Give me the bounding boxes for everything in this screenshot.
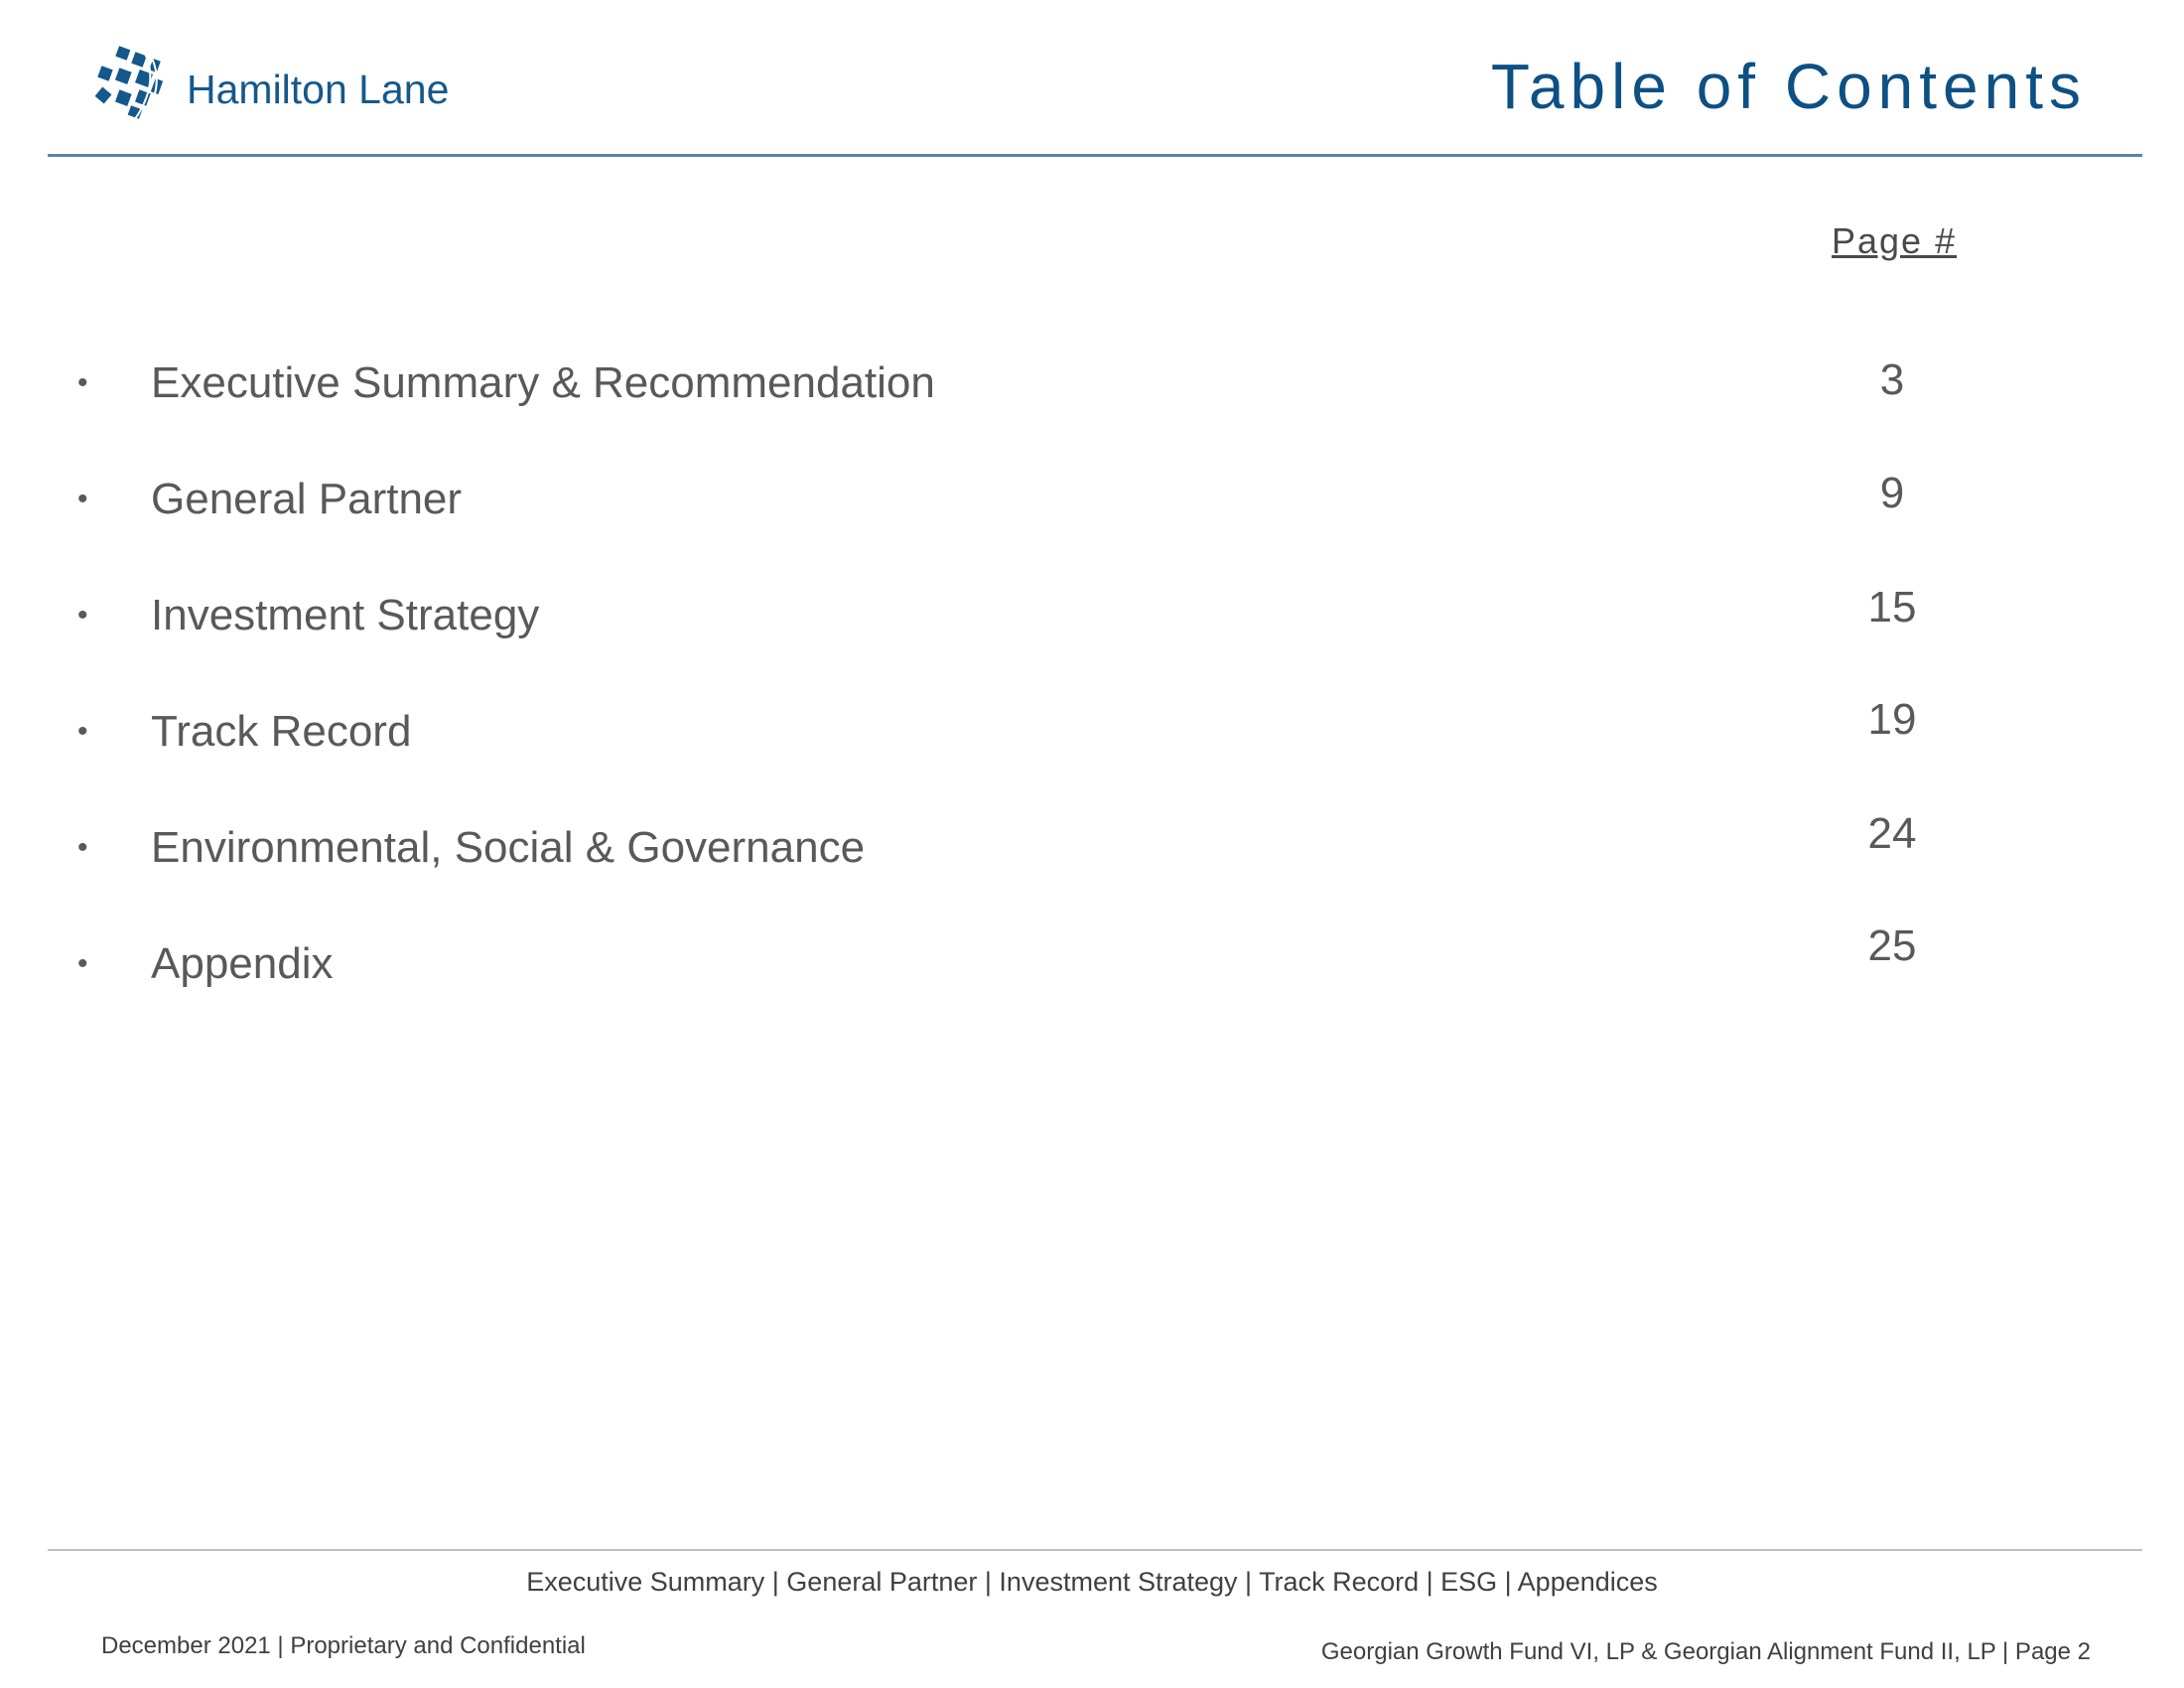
toc-item-appendix[interactable]: • Appendix 25 <box>0 921 2184 994</box>
toc-item-label: Appendix <box>151 939 334 988</box>
footer-section-nav: Executive Summary | General Partner | In… <box>526 1567 1658 1597</box>
page-title: Table of Contents <box>1490 51 2087 122</box>
toc-item-page: 15 <box>1867 583 1917 632</box>
toc-item-label: Environmental, Social & Governance <box>151 823 866 872</box>
toc-item-page: 19 <box>1867 695 1917 744</box>
bullet-icon: • <box>77 831 88 864</box>
page-number-header: Page # <box>1832 220 1958 261</box>
toc-item-label: Executive Summary & Recommendation <box>151 358 935 407</box>
footer-date-confidential: December 2021 | Proprietary and Confiden… <box>101 1632 586 1659</box>
toc-item-label: Track Record <box>151 707 412 756</box>
logo-wordmark: Hamilton Lane <box>187 66 450 112</box>
footer-divider <box>48 1549 2142 1551</box>
footer-fund-page: Georgian Growth Fund VI, LP & Georgian A… <box>1320 1638 2091 1665</box>
header-divider <box>48 154 2142 157</box>
toc-item-general-partner[interactable]: • General Partner 9 <box>0 469 2184 529</box>
toc-item-investment-strategy[interactable]: • Investment Strategy 15 <box>0 583 2184 645</box>
bullet-icon: • <box>77 483 88 515</box>
bullet-icon: • <box>77 366 88 399</box>
hamilton-lane-logo-icon <box>95 46 164 120</box>
bullet-icon: • <box>77 947 88 980</box>
toc-item-page: 9 <box>1879 469 1905 517</box>
toc-item-esg[interactable]: • Environmental, Social & Governance 24 <box>0 809 2184 878</box>
toc-item-label: General Partner <box>151 475 463 523</box>
toc-item-executive-summary[interactable]: • Executive Summary & Recommendation 3 <box>0 353 2184 413</box>
toc-item-track-record[interactable]: • Track Record 19 <box>0 695 2184 762</box>
toc-item-page: 25 <box>1867 921 1917 970</box>
toc-item-page: 3 <box>1879 355 1905 404</box>
toc-item-page: 24 <box>1867 809 1917 858</box>
toc-item-label: Investment Strategy <box>151 591 540 639</box>
bullet-icon: • <box>77 715 88 748</box>
company-logo: Hamilton Lane <box>95 46 449 121</box>
bullet-icon: • <box>77 599 88 632</box>
